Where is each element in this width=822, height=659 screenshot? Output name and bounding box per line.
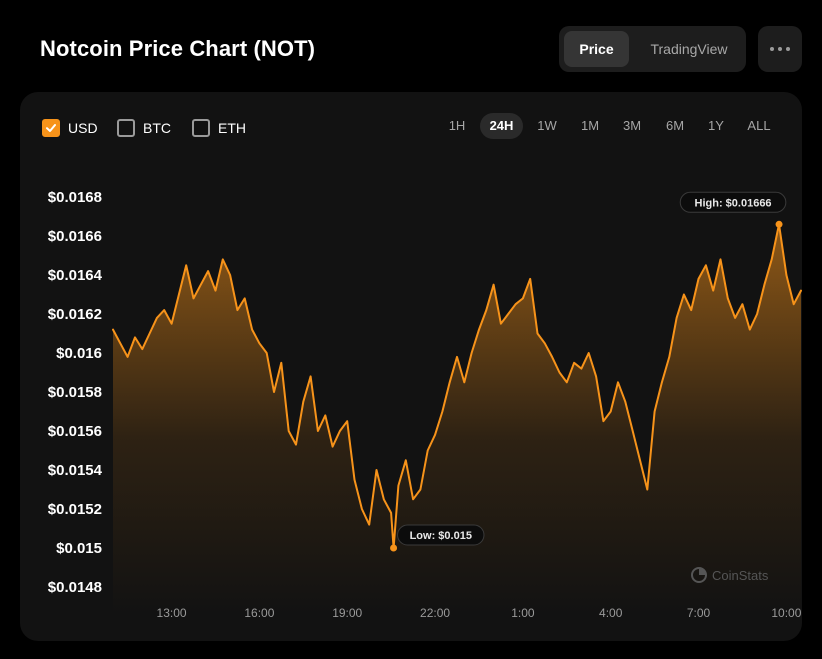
range-6m[interactable]: 6M: [665, 118, 685, 133]
range-3m[interactable]: 3M: [622, 118, 642, 133]
y-tick-label: $0.0168: [48, 189, 102, 206]
range-1w[interactable]: 1W: [537, 118, 557, 133]
annotations: High: $0.01666 Low: $0.015: [390, 191, 787, 552]
y-tick-label: $0.0156: [48, 423, 102, 440]
more-horizontal-icon: [770, 47, 774, 51]
y-tick-label: $0.0154: [48, 462, 103, 479]
range-1m[interactable]: 1M: [580, 118, 600, 133]
more-horizontal-icon: [786, 47, 790, 51]
high-label: High: $0.01666: [695, 197, 772, 209]
coinstats-logo-icon: [691, 567, 707, 583]
usd-label: USD: [68, 120, 98, 136]
low-marker: [390, 544, 398, 552]
y-tick-label: $0.0166: [48, 228, 102, 245]
page-title: Notcoin Price Chart (NOT): [40, 36, 316, 61]
view-toggle: Price TradingView: [559, 26, 746, 72]
more-horizontal-icon: [778, 47, 782, 51]
range-all[interactable]: ALL: [747, 118, 771, 133]
checkbox-empty-icon: [117, 119, 135, 137]
more-options-button[interactable]: [758, 26, 802, 72]
price-area-fill: [113, 224, 801, 616]
high-label-box: [679, 191, 787, 213]
high-marker: [775, 220, 783, 228]
range-1y[interactable]: 1Y: [708, 118, 724, 133]
low-label: Low: $0.015: [410, 530, 472, 542]
price-view-button[interactable]: Price: [564, 31, 629, 67]
btc-label: BTC: [143, 120, 171, 136]
eth-label: ETH: [218, 120, 246, 136]
price-line: [112, 223, 802, 549]
y-tick-label: $0.0162: [48, 306, 102, 323]
y-tick-label: $0.0164: [48, 267, 103, 284]
y-tick-label: $0.0148: [48, 579, 102, 596]
y-tick-label: $0.015: [56, 540, 102, 557]
y-axis: $0.0168 $0.0166 $0.0164 $0.0162 $0.016 $0.015…: [48, 189, 103, 596]
range-1h[interactable]: 1H: [448, 118, 466, 133]
tradingview-view-button[interactable]: TradingView: [650, 41, 728, 57]
y-tick-label: $0.0158: [48, 384, 102, 401]
watermark: CoinStats: [712, 568, 769, 583]
y-tick-label: $0.016: [56, 345, 102, 362]
checkbox-empty-icon: [192, 119, 210, 137]
range-24h[interactable]: 24H: [480, 113, 523, 139]
y-tick-label: $0.0152: [48, 501, 102, 518]
checkmark-icon: [42, 119, 60, 137]
low-label-box: [397, 524, 485, 546]
